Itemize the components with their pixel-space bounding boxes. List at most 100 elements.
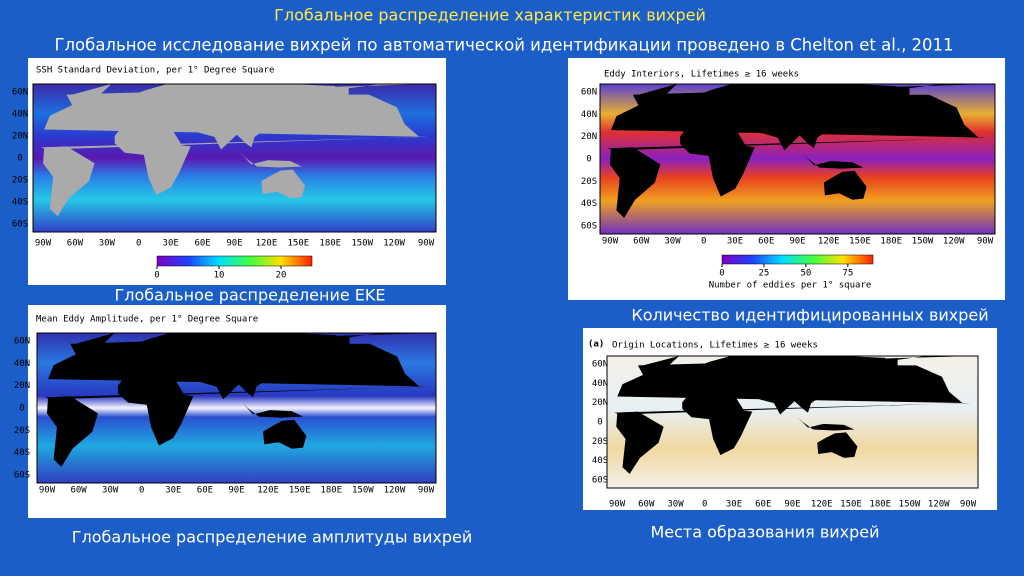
lat-label: 60S [14,471,30,481]
continent [125,333,337,400]
lat-label: 0 [586,155,591,165]
lon-label: 0 [136,239,141,249]
lat-label: 40N [14,359,30,369]
panel-label: (a) [588,340,604,350]
colorbar [721,254,874,265]
lon-label: 150W [351,239,373,249]
colorbar-tick-label: 25 [759,269,770,279]
lon-label: 150E [289,486,311,496]
lon-label: 30W [664,237,681,247]
lon-label: 90W [609,500,626,510]
lat-label: 0 [17,154,22,164]
lon-label: 180E [319,239,341,249]
lon-label: 150W [899,500,921,510]
lon-label: 180E [320,486,342,496]
colorbar-tick-label: 10 [214,271,225,281]
lon-label: 60E [755,500,771,510]
lat-label: 20N [12,132,28,142]
continent [75,333,115,345]
continent [240,152,302,168]
colorbar-tick-label: 0 [719,269,724,279]
colorbar-tick-label: 50 [800,269,811,279]
lon-label: 60E [758,237,774,247]
lon-label: 120W [928,500,950,510]
lat-label: 20S [12,176,28,186]
lon-label: 30E [165,486,181,496]
lat-label: 20S [14,426,30,436]
lat-label: 20S [581,177,597,187]
lat-label: 0 [597,418,602,428]
continent [122,84,336,150]
lon-label: 90E [228,486,244,496]
map-heading: Origin Locations, Lifetimes ≥ 16 weeks [612,341,818,351]
continent [643,356,680,367]
continent [43,146,95,217]
lon-label: 30W [99,239,116,249]
lat-label: 40N [12,110,28,120]
lon-label: 0 [139,486,144,496]
map-frame [36,332,437,484]
lat-label: 0 [19,404,24,414]
colorbar-label: Number of eddies per 1° square [709,281,872,291]
continent [72,84,112,96]
lon-label: 90W [418,486,435,496]
continent [609,147,661,218]
lon-label: 60W [67,239,84,249]
lat-label: 60N [12,88,28,98]
map-panel: SSH Standard Deviation, per 1° Degree Sq… [12,58,446,305]
lat-label: 40S [592,456,608,466]
lon-label: 150E [287,239,309,249]
continent [687,84,897,151]
continent [242,402,303,418]
lon-label: 120E [811,500,833,510]
lon-label: 60E [197,486,213,496]
lat-label: 40N [592,379,608,389]
continent [638,84,677,96]
lat-label: 60S [12,220,28,230]
slide-subtitle: Глобальное исследование вихрей по автома… [54,36,953,55]
colorbar [156,255,313,267]
lon-label: 150W [912,237,934,247]
lat-label: 40S [14,448,30,458]
lon-label: 0 [701,237,706,247]
lon-label: 120W [384,486,406,496]
map-panel: Eddy Interiors, Lifetimes ≥ 16 weeks 60N 4… [568,58,1005,325]
map-panel: Origin Locations, Lifetimes ≥ 16 weeks (a… [583,328,997,542]
lon-label: 30E [727,237,743,247]
lon-label: 90W [418,239,435,249]
lon-label: 180E [880,237,902,247]
colorbar-tick-label: 20 [276,271,287,281]
lon-label: 150W [352,486,374,496]
lon-label: 30W [102,486,119,496]
lat-label: 20N [581,132,597,142]
colorbar-tick-label: 75 [842,269,853,279]
map-frame [606,355,979,489]
map-panel: Mean Eddy Amplitude, per 1° Degree Squar… [14,305,472,547]
lat-label: 20S [592,437,608,447]
lat-label: 60S [592,476,608,486]
map-frame [599,83,996,235]
lat-label: 60N [14,337,30,347]
continent [682,387,753,455]
lon-label: 0 [702,500,707,510]
continent [117,368,194,446]
lon-label: 120E [257,486,279,496]
panel-caption: Количество идентифицированных вихрей [631,306,988,325]
lon-label: 30W [667,500,684,510]
panel-caption: Глобальное распределение амплитуды вихре… [72,528,473,547]
continent [817,432,858,458]
continent [680,119,755,197]
lon-label: 60W [633,237,650,247]
lon-label: 120W [383,239,405,249]
map-heading: Eddy Interiors, Lifetimes ≥ 16 weeks [604,70,799,80]
panel-caption: Места образования вихрей [650,523,879,542]
map-frame [32,83,437,233]
lon-label: 30E [163,239,179,249]
lon-label: 60W [70,486,87,496]
lon-label: 120W [943,237,965,247]
lat-label: 60N [592,360,608,370]
lat-label: 20N [14,381,30,391]
map-heading: Mean Eddy Amplitude, per 1° Degree Squar… [36,315,258,325]
lon-label: 30E [726,500,742,510]
